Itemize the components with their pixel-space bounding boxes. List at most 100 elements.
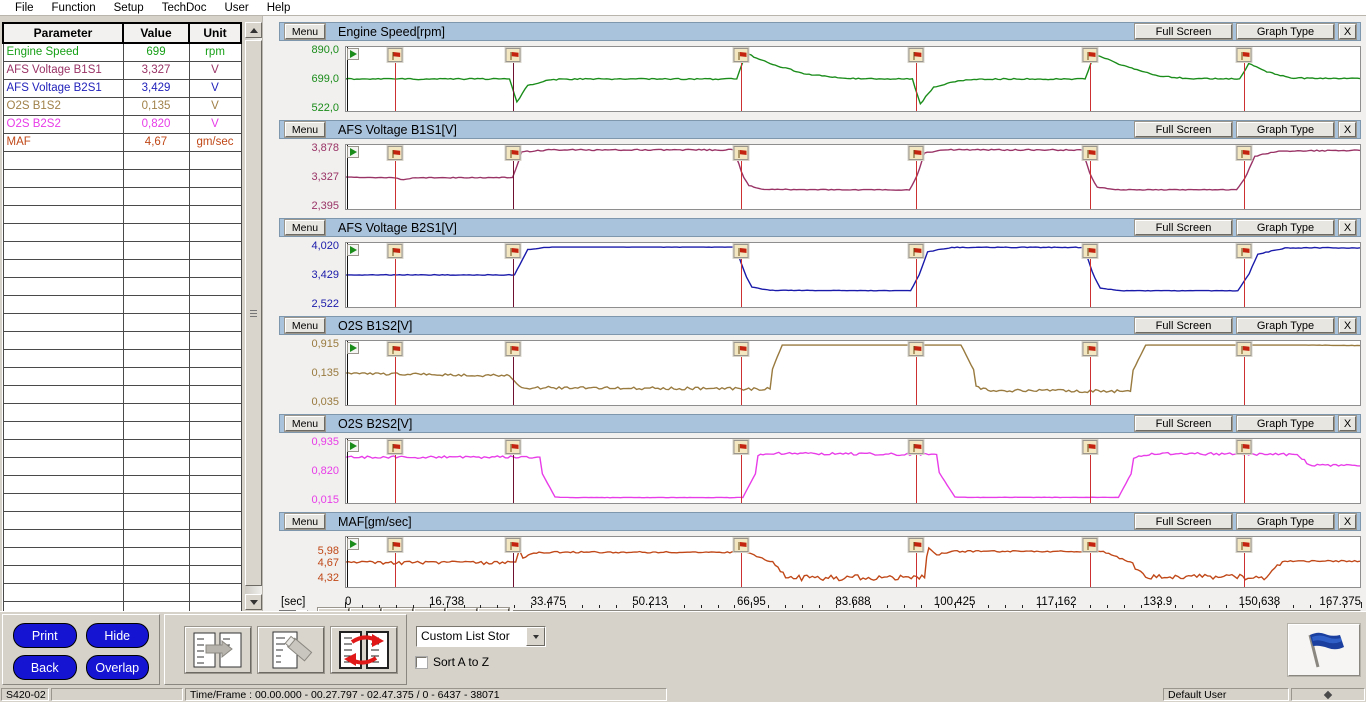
close-graph-button[interactable]: X (1339, 24, 1356, 39)
flag-marker-icon[interactable] (1082, 244, 1098, 258)
flag-marker-icon[interactable] (1236, 440, 1252, 454)
play-button[interactable] (350, 608, 381, 611)
overlap-button[interactable]: Overlap (85, 655, 149, 680)
menu-item-function[interactable]: Function (51, 1, 96, 14)
copy-list-button[interactable] (185, 626, 251, 673)
full-screen-button[interactable]: Full Screen (1135, 416, 1232, 431)
flag-marker-icon[interactable] (1082, 342, 1098, 356)
pause-button[interactable] (318, 608, 349, 611)
panel-menu-button[interactable]: Menu (285, 318, 325, 333)
scroll-up-button[interactable] (245, 22, 262, 38)
back-button[interactable]: Back (13, 655, 77, 680)
flag-marker-icon[interactable] (505, 342, 521, 356)
frame-step-value[interactable]: 1 (279, 609, 296, 611)
flag-marker-icon[interactable] (1236, 538, 1252, 552)
flag-marker-icon[interactable] (1236, 342, 1252, 356)
scroll-down-button[interactable] (245, 594, 262, 610)
flag-marker-icon[interactable] (505, 146, 521, 160)
flag-marker-icon[interactable] (1236, 244, 1252, 258)
flag-marker-icon[interactable] (387, 538, 403, 552)
full-screen-button[interactable]: Full Screen (1135, 122, 1232, 137)
flag-marker-icon[interactable] (733, 538, 749, 552)
flag-marker-icon[interactable] (908, 440, 924, 454)
spinner-up-button[interactable] (296, 609, 308, 611)
flag-marker-icon[interactable] (1236, 48, 1252, 62)
checkbox-icon[interactable] (415, 655, 428, 669)
graph-type-button[interactable]: Graph Type (1237, 220, 1334, 235)
parameter-row[interactable]: AFS Voltage B2S1 3,429 V (2, 78, 242, 98)
full-screen-button[interactable]: Full Screen (1135, 318, 1232, 333)
parameter-row[interactable]: Engine Speed 699 rpm (2, 42, 242, 62)
flag-marker-icon[interactable] (1082, 48, 1098, 62)
timeline-scrollbar[interactable] (513, 609, 1361, 611)
frame-step-spinner[interactable]: 1 (279, 609, 308, 611)
close-graph-button[interactable]: X (1339, 318, 1356, 333)
graph-type-button[interactable]: Graph Type (1237, 24, 1334, 39)
plot-area[interactable] (345, 242, 1361, 308)
flag-marker-icon[interactable] (1082, 538, 1098, 552)
flag-marker-icon[interactable] (733, 146, 749, 160)
plot-area[interactable] (345, 46, 1361, 112)
parameter-scrollbar[interactable] (245, 22, 262, 610)
step-forward-button[interactable] (446, 608, 477, 611)
print-button[interactable]: Print (13, 623, 77, 648)
menu-item-user[interactable]: User (224, 1, 249, 14)
flag-marker-icon[interactable] (908, 48, 924, 62)
panel-menu-button[interactable]: Menu (285, 416, 325, 431)
flag-marker-icon[interactable] (505, 538, 521, 552)
panel-menu-button[interactable]: Menu (285, 514, 325, 529)
dropdown-arrow-button[interactable] (526, 627, 545, 646)
edit-list-button[interactable] (258, 626, 324, 673)
flag-marker-icon[interactable] (908, 146, 924, 160)
menu-item-setup[interactable]: Setup (113, 1, 144, 14)
close-graph-button[interactable]: X (1339, 514, 1356, 529)
step-back-button[interactable] (414, 608, 445, 611)
flag-marker-icon[interactable] (387, 146, 403, 160)
close-graph-button[interactable]: X (1339, 416, 1356, 431)
menu-item-techdoc[interactable]: TechDoc (161, 1, 207, 14)
full-screen-button[interactable]: Full Screen (1135, 24, 1232, 39)
full-screen-button[interactable]: Full Screen (1135, 514, 1232, 529)
flag-marker-icon[interactable] (733, 440, 749, 454)
menu-item-file[interactable]: File (15, 1, 34, 14)
flag-marker-icon[interactable] (1082, 440, 1098, 454)
flag-marker-icon[interactable] (1082, 146, 1098, 160)
parameter-row[interactable]: O2S B2S2 0,820 V (2, 114, 242, 134)
flag-marker-icon[interactable] (505, 440, 521, 454)
scrollbar-track[interactable] (245, 38, 262, 594)
custom-list-dropdown[interactable]: Custom List Stor (416, 626, 546, 647)
flag-marker-icon[interactable] (387, 244, 403, 258)
flag-marker-icon[interactable] (505, 244, 521, 258)
plot-area[interactable] (345, 536, 1361, 588)
menu-item-help[interactable]: Help (266, 1, 291, 14)
flag-marker-icon[interactable] (387, 48, 403, 62)
full-screen-button[interactable]: Full Screen (1135, 220, 1232, 235)
graph-type-button[interactable]: Graph Type (1237, 514, 1334, 529)
skip-to-start-button[interactable] (382, 608, 413, 611)
plot-area[interactable] (345, 438, 1361, 504)
flag-marker-icon[interactable] (733, 244, 749, 258)
flag-marker-icon[interactable] (733, 48, 749, 62)
graph-type-button[interactable]: Graph Type (1237, 122, 1334, 137)
sort-a-to-z-checkbox[interactable]: Sort A to Z (415, 655, 546, 669)
graph-type-button[interactable]: Graph Type (1237, 416, 1334, 431)
parameter-row[interactable]: AFS Voltage B1S1 3,327 V (2, 60, 242, 80)
hide-button[interactable]: Hide (85, 623, 149, 648)
panel-menu-button[interactable]: Menu (285, 122, 325, 137)
panel-menu-button[interactable]: Menu (285, 24, 325, 39)
graph-type-button[interactable]: Graph Type (1237, 318, 1334, 333)
flag-marker-icon[interactable] (908, 342, 924, 356)
flag-marker-icon[interactable] (387, 440, 403, 454)
flag-marker-icon[interactable] (908, 538, 924, 552)
flag-marker-icon[interactable] (387, 342, 403, 356)
panel-menu-button[interactable]: Menu (285, 220, 325, 235)
flag-button[interactable] (1288, 623, 1360, 676)
parameter-row[interactable]: MAF 4,67 gm/sec (2, 132, 242, 152)
scrollbar-thumb[interactable] (245, 40, 262, 586)
skip-to-end-button[interactable] (478, 608, 509, 611)
plot-area[interactable] (345, 340, 1361, 406)
reorder-list-button[interactable] (331, 626, 397, 673)
flag-marker-icon[interactable] (1236, 146, 1252, 160)
parameter-row[interactable]: O2S B1S2 0,135 V (2, 96, 242, 116)
close-graph-button[interactable]: X (1339, 122, 1356, 137)
